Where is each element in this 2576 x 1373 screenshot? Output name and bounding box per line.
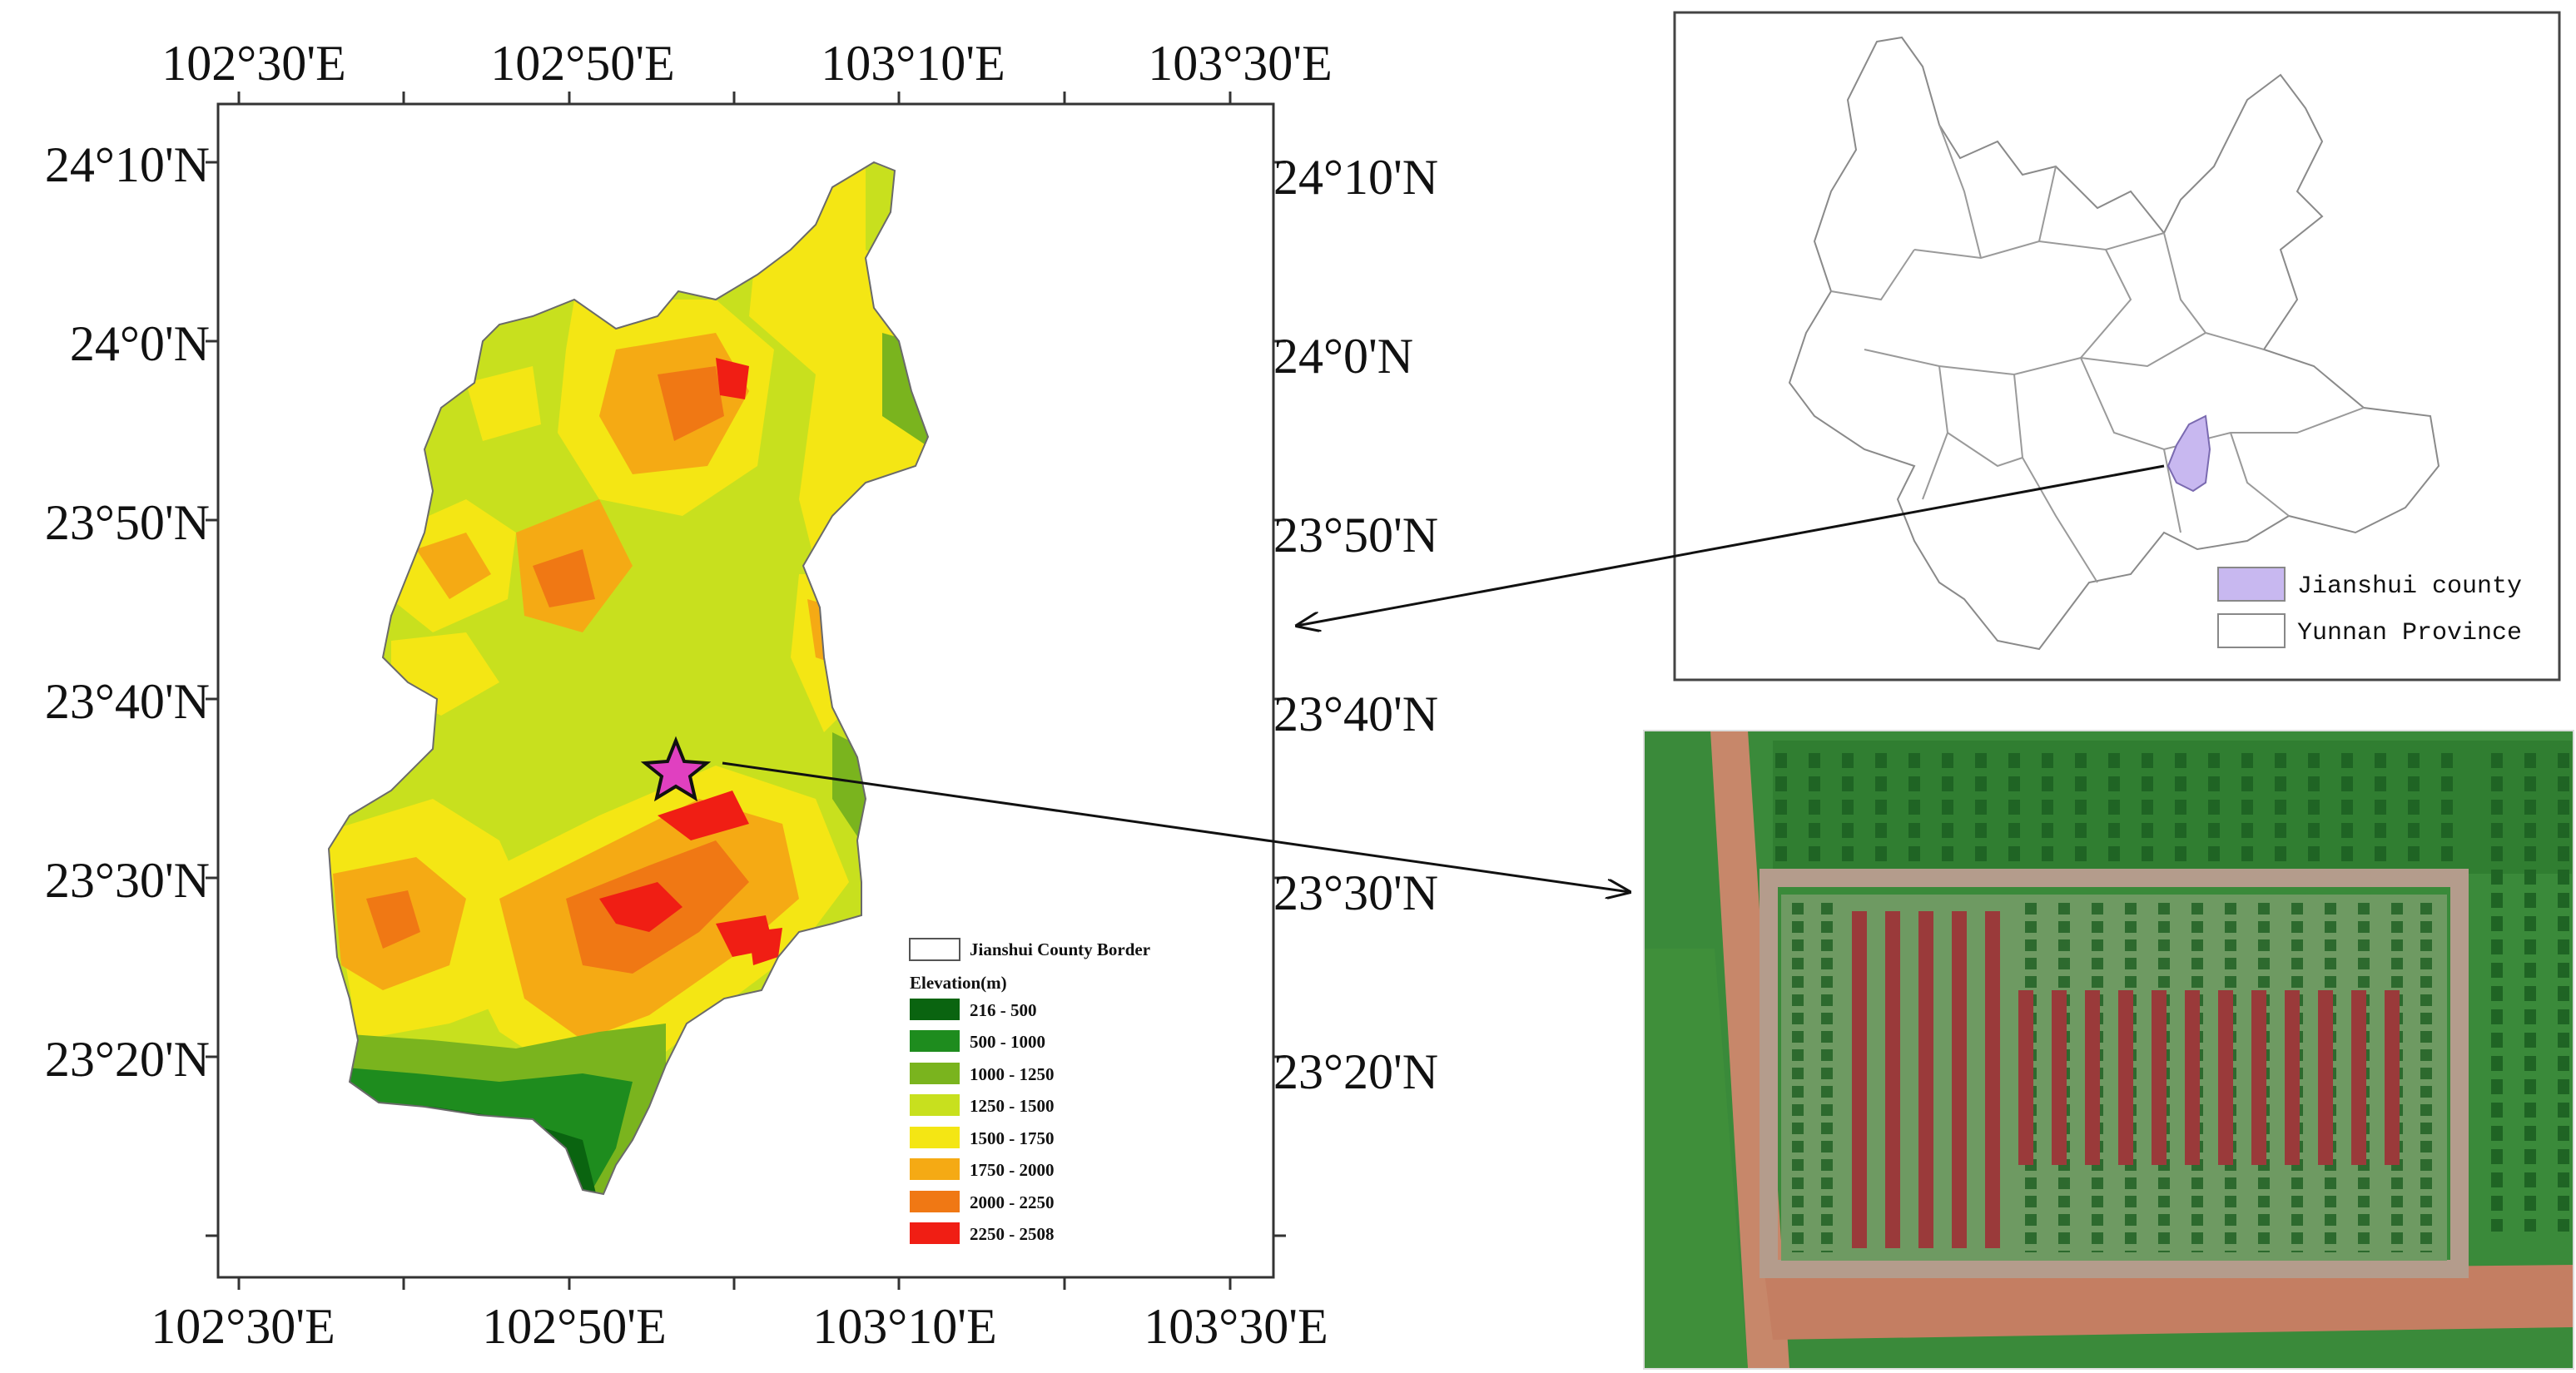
top-lon-label-2: 102°50'E xyxy=(490,36,674,91)
main-map: 102°30'E 102°50'E 103°10'E 103°30'E 102°… xyxy=(45,36,1438,1354)
study-site-star-icon xyxy=(640,736,712,802)
elevation-legend: Jianshui County Border Elevation(m) 216 … xyxy=(909,938,1150,1244)
yunnan-province-legend-label: Yunnan Province xyxy=(2297,619,2522,647)
left-lat-label-3: 23°50'N xyxy=(45,495,210,550)
elevation-class-label-1: 216 - 500 xyxy=(970,1000,1037,1020)
jianshui-county-swatch xyxy=(2217,567,2286,602)
right-lat-label-1: 24°10'N xyxy=(1273,150,1438,205)
top-lon-label-1: 102°30'E xyxy=(161,36,345,91)
canopy-texture xyxy=(1773,741,2572,874)
yunnan-province-swatch xyxy=(2217,613,2286,648)
bottom-lon-label-1: 102°30'E xyxy=(151,1299,335,1354)
aerial-photo-frame xyxy=(1643,730,2574,1370)
elevation-swatch-1 xyxy=(910,999,960,1020)
elevation-swatch-6 xyxy=(910,1158,960,1180)
elevation-class-list: 216 - 500 500 - 1000 1000 - 1250 1250 - … xyxy=(910,999,1055,1244)
right-latitude-labels: 24°10'N 24°0'N 23°50'N 23°40'N 23°30'N 2… xyxy=(1273,150,1438,1099)
right-lat-label-2: 24°0'N xyxy=(1273,329,1413,384)
jianshui-county-border xyxy=(327,161,930,1196)
dirt-road-horizontal xyxy=(1764,1265,2574,1340)
elevation-swatch-8 xyxy=(910,1222,960,1244)
top-lon-label-3: 103°10'E xyxy=(821,36,1005,91)
canopy-rows xyxy=(1775,753,2569,1232)
left-lat-label-5: 23°30'N xyxy=(45,853,210,908)
elevation-swatch-4 xyxy=(910,1094,960,1116)
bottom-ticks xyxy=(237,1277,1232,1290)
elevation-class-label-3: 1000 - 1250 xyxy=(970,1064,1055,1084)
bottom-longitude-labels: 102°30'E 102°50'E 103°10'E 103°30'E xyxy=(151,1299,1328,1354)
right-lat-label-6: 23°20'N xyxy=(1273,1044,1438,1099)
elevation-swatch-2 xyxy=(910,1030,960,1052)
left-lat-label-4: 23°40'N xyxy=(45,674,210,729)
bottom-lon-label-2: 102°50'E xyxy=(482,1299,666,1354)
site-to-photo-arrow xyxy=(722,761,1630,892)
top-longitude-labels: 102°30'E 102°50'E 103°10'E 103°30'E xyxy=(161,36,1332,91)
yunnan-province-outline xyxy=(1788,36,2440,651)
left-ticks xyxy=(206,161,218,1237)
elevation-class-label-6: 1750 - 2000 xyxy=(970,1160,1055,1180)
left-lat-label-6: 23°20'N xyxy=(45,1032,210,1087)
left-lat-label-2: 24°0'N xyxy=(70,316,210,371)
prefecture-boundaries xyxy=(1830,124,2365,583)
elevation-class-label-8: 2250 - 2508 xyxy=(970,1224,1055,1244)
orchard-aerial-image xyxy=(1643,730,2574,1370)
county-border-swatch xyxy=(909,938,960,961)
bottom-lon-label-4: 103°30'E xyxy=(1144,1299,1328,1354)
top-lon-label-4: 103°30'E xyxy=(1148,36,1332,91)
red-covered-rows xyxy=(1852,911,2400,1248)
top-ticks xyxy=(237,92,1232,104)
inset-to-map-arrow xyxy=(1297,464,2165,626)
right-lat-label-5: 23°30'N xyxy=(1273,865,1438,920)
left-latitude-labels: 24°10'N 24°0'N 23°50'N 23°40'N 23°30'N 2… xyxy=(45,137,210,1087)
elevation-swatch-7 xyxy=(910,1191,960,1212)
elevation-class-label-2: 500 - 1000 xyxy=(970,1032,1045,1052)
county-border-label: Jianshui County Border xyxy=(970,939,1150,959)
right-lat-label-3: 23°50'N xyxy=(1273,508,1438,563)
inset-legend: Jianshui county Yunnan Province xyxy=(2217,567,2522,648)
elevation-legend-title: Elevation(m) xyxy=(910,973,1007,993)
yunnan-inset-map: Jianshui county Yunnan Province xyxy=(1673,11,2561,682)
elevation-swatch-5 xyxy=(910,1127,960,1148)
jianshui-county-legend-label: Jianshui county xyxy=(2297,572,2522,601)
plot-border-path xyxy=(1760,869,2469,1278)
bottom-lon-label-3: 103°10'E xyxy=(812,1299,996,1354)
elevation-class-label-4: 1250 - 1500 xyxy=(970,1096,1055,1116)
right-lat-label-4: 23°40'N xyxy=(1273,686,1438,741)
elevation-class-label-7: 2000 - 2250 xyxy=(970,1192,1055,1212)
left-lat-label-1: 24°10'N xyxy=(45,137,210,192)
elevation-class-label-5: 1500 - 1750 xyxy=(970,1128,1055,1148)
jianshui-county-inset-highlight xyxy=(2167,414,2211,493)
right-ticks xyxy=(1273,161,1286,1237)
elevation-swatch-3 xyxy=(910,1063,960,1084)
